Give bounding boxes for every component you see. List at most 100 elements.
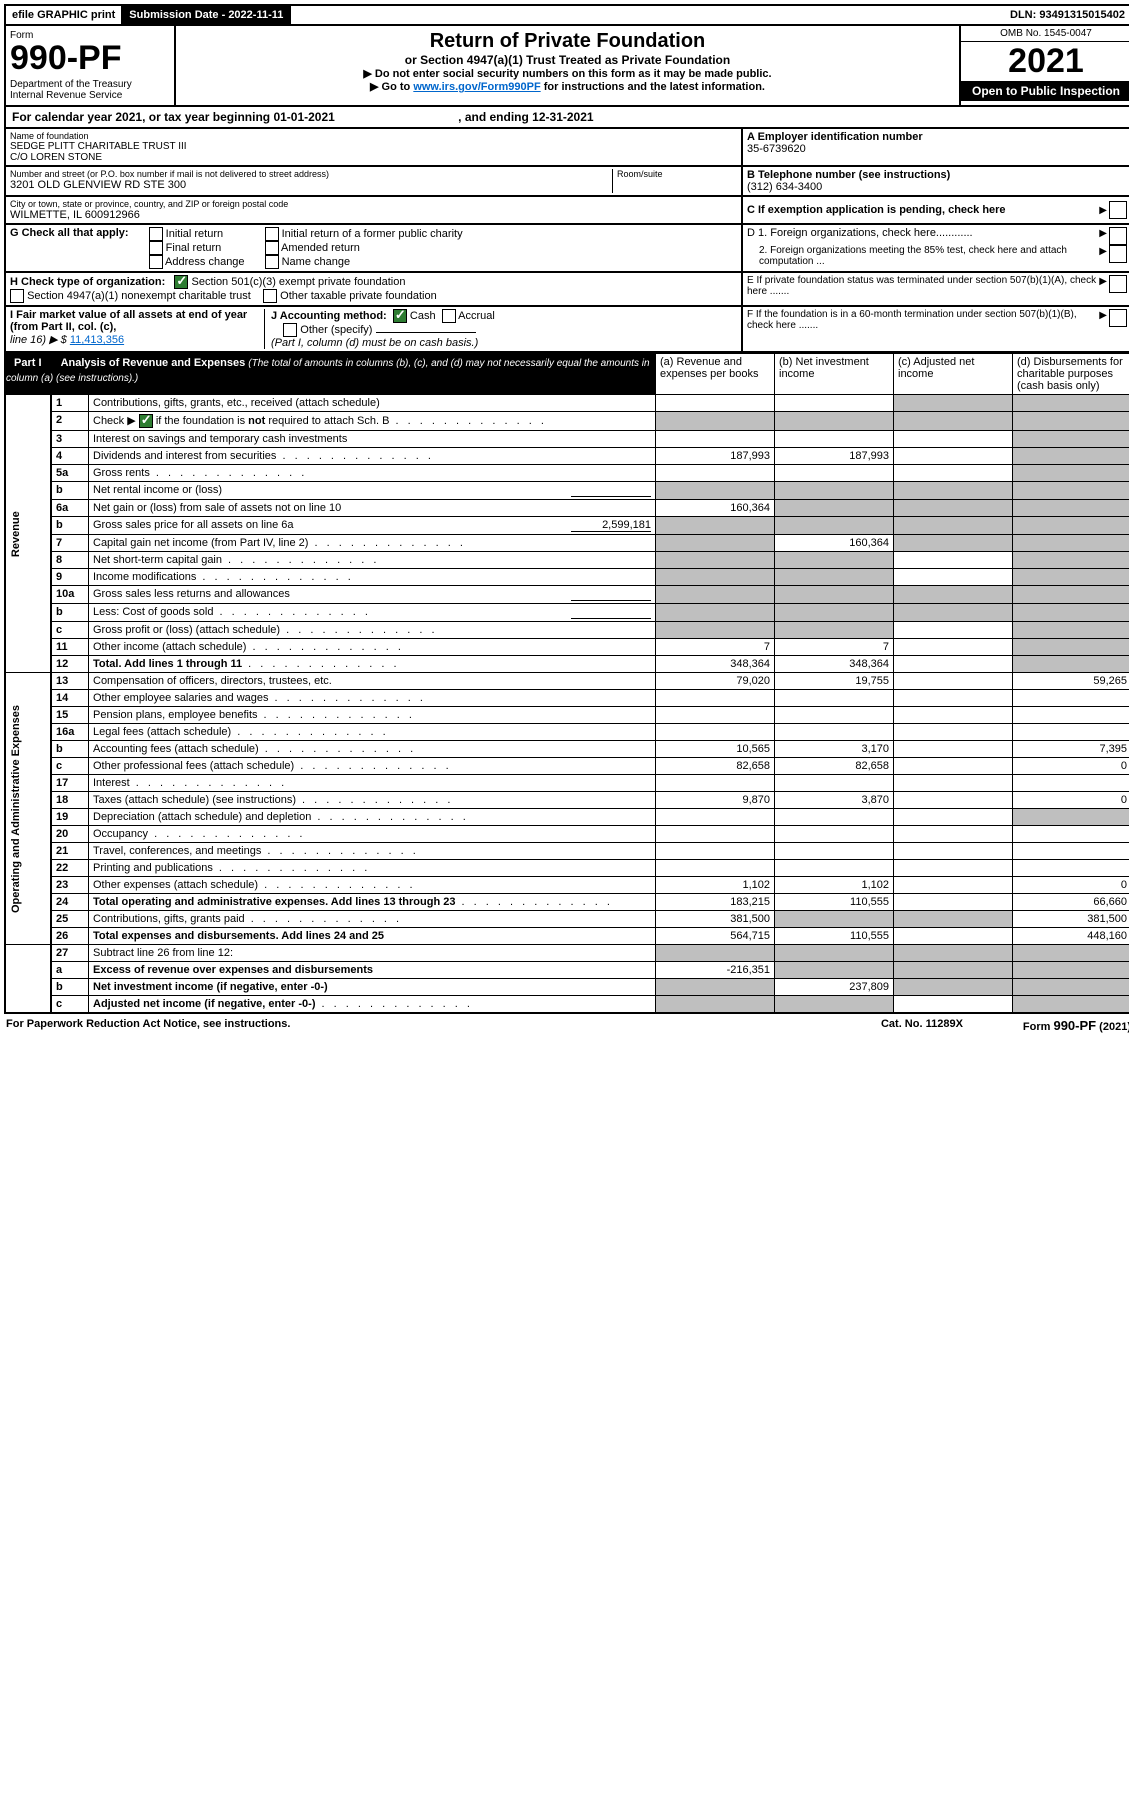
city-value: WILMETTE, IL 600912966 — [10, 209, 737, 221]
cell-grey — [656, 945, 775, 962]
cell: 59,265 — [1013, 673, 1129, 690]
line-desc: Taxes (attach schedule) (see instruction… — [89, 792, 656, 809]
line-number: 26 — [51, 928, 89, 945]
cell-grey — [656, 482, 775, 500]
footer: For Paperwork Reduction Act Notice, see … — [4, 1014, 1129, 1037]
line-desc: Gross rents — [89, 465, 656, 482]
line-desc: Other expenses (attach schedule) — [89, 877, 656, 894]
j-label: J Accounting method: — [271, 310, 387, 322]
j-cash-checkbox[interactable] — [393, 309, 407, 323]
h-label: H Check type of organization: — [10, 276, 165, 288]
table-row: 9Income modifications — [5, 569, 1129, 586]
c-checkbox[interactable] — [1109, 201, 1127, 219]
cell — [894, 690, 1013, 707]
line-desc: Interest on savings and temporary cash i… — [89, 431, 656, 448]
line-number: c — [51, 758, 89, 775]
h-501c3-checkbox[interactable] — [174, 275, 188, 289]
line-number: 5a — [51, 465, 89, 482]
cell-grey — [775, 412, 894, 431]
line-desc: Interest — [89, 775, 656, 792]
cell-grey — [894, 911, 1013, 928]
cell — [894, 622, 1013, 639]
line-desc: Gross sales price for all assets on line… — [89, 517, 656, 535]
table-row: 15Pension plans, employee benefits — [5, 707, 1129, 724]
cell — [775, 690, 894, 707]
line-number: 10a — [51, 586, 89, 604]
g-final-return[interactable] — [149, 241, 163, 255]
h-other-checkbox[interactable] — [263, 289, 277, 303]
j-accrual-checkbox[interactable] — [442, 309, 456, 323]
cell — [894, 877, 1013, 894]
cell: 160,364 — [775, 535, 894, 552]
table-row: 4Dividends and interest from securities1… — [5, 448, 1129, 465]
line-number: c — [51, 996, 89, 1014]
i-value[interactable]: 11,413,356 — [70, 334, 124, 346]
line-number: b — [51, 979, 89, 996]
footer-left: For Paperwork Reduction Act Notice, see … — [6, 1018, 290, 1033]
cell-grey — [1013, 465, 1129, 482]
g-address-change[interactable] — [149, 255, 163, 269]
cell: 82,658 — [656, 758, 775, 775]
cell — [894, 656, 1013, 673]
line-desc: Other employee salaries and wages — [89, 690, 656, 707]
table-row: 6aNet gain or (loss) from sale of assets… — [5, 500, 1129, 517]
d1-checkbox[interactable] — [1109, 227, 1127, 245]
line-number: 2 — [51, 412, 89, 431]
section-spacer — [5, 945, 51, 1014]
table-row: cAdjusted net income (if negative, enter… — [5, 996, 1129, 1014]
h-opt-1: Section 501(c)(3) exempt private foundat… — [191, 276, 405, 288]
e-checkbox[interactable] — [1109, 275, 1127, 293]
cell-grey — [775, 500, 894, 517]
cell: 110,555 — [775, 894, 894, 911]
line-number: 20 — [51, 826, 89, 843]
g-opt-2: Address change — [165, 256, 245, 268]
cell — [775, 809, 894, 826]
line-number: 24 — [51, 894, 89, 911]
j-other-checkbox[interactable] — [283, 323, 297, 337]
cell: 183,215 — [656, 894, 775, 911]
d2-checkbox[interactable] — [1109, 245, 1127, 263]
cell-grey — [656, 535, 775, 552]
line-desc: Occupancy — [89, 826, 656, 843]
id-row-3: City or town, state or province, country… — [4, 197, 1129, 225]
schB-checkbox[interactable] — [139, 414, 153, 428]
cell-grey — [656, 552, 775, 569]
j-note: (Part I, column (d) must be on cash basi… — [271, 337, 478, 349]
cell: 7 — [775, 639, 894, 656]
table-row: 14Other employee salaries and wages — [5, 690, 1129, 707]
cell — [656, 775, 775, 792]
cell: 3,170 — [775, 741, 894, 758]
line-number: a — [51, 962, 89, 979]
g-initial-return[interactable] — [149, 227, 163, 241]
table-row: bLess: Cost of goods sold — [5, 604, 1129, 622]
line-desc: Gross profit or (loss) (attach schedule) — [89, 622, 656, 639]
cell-grey — [1013, 500, 1129, 517]
cell-grey — [1013, 431, 1129, 448]
cell-grey — [775, 996, 894, 1014]
cell: 381,500 — [656, 911, 775, 928]
g-initial-former[interactable] — [265, 227, 279, 241]
section-label: Revenue — [5, 395, 51, 673]
f-checkbox[interactable] — [1109, 309, 1127, 327]
efile-label[interactable]: efile GRAPHIC print — [6, 6, 123, 24]
note-link: ▶ Go to www.irs.gov/Form990PF for instru… — [182, 80, 953, 93]
cell-grey — [1013, 412, 1129, 431]
table-row: 20Occupancy — [5, 826, 1129, 843]
cell-grey — [894, 979, 1013, 996]
calendar-year-row: For calendar year 2021, or tax year begi… — [4, 107, 1129, 129]
cell — [894, 775, 1013, 792]
cell-grey — [894, 517, 1013, 535]
g-amended[interactable] — [265, 241, 279, 255]
cell-grey — [1013, 639, 1129, 656]
arrow-icon — [1099, 309, 1109, 349]
h-4947-checkbox[interactable] — [10, 289, 24, 303]
c-label: C If exemption application is pending, c… — [747, 204, 1099, 216]
g-name-change[interactable] — [265, 255, 279, 269]
form-link[interactable]: www.irs.gov/Form990PF — [413, 81, 540, 93]
line-number: 6a — [51, 500, 89, 517]
part1-table: Part I Analysis of Revenue and Expenses … — [4, 353, 1129, 1014]
line-number: 3 — [51, 431, 89, 448]
cell-grey — [775, 482, 894, 500]
cell: 7 — [656, 639, 775, 656]
line-number: 12 — [51, 656, 89, 673]
